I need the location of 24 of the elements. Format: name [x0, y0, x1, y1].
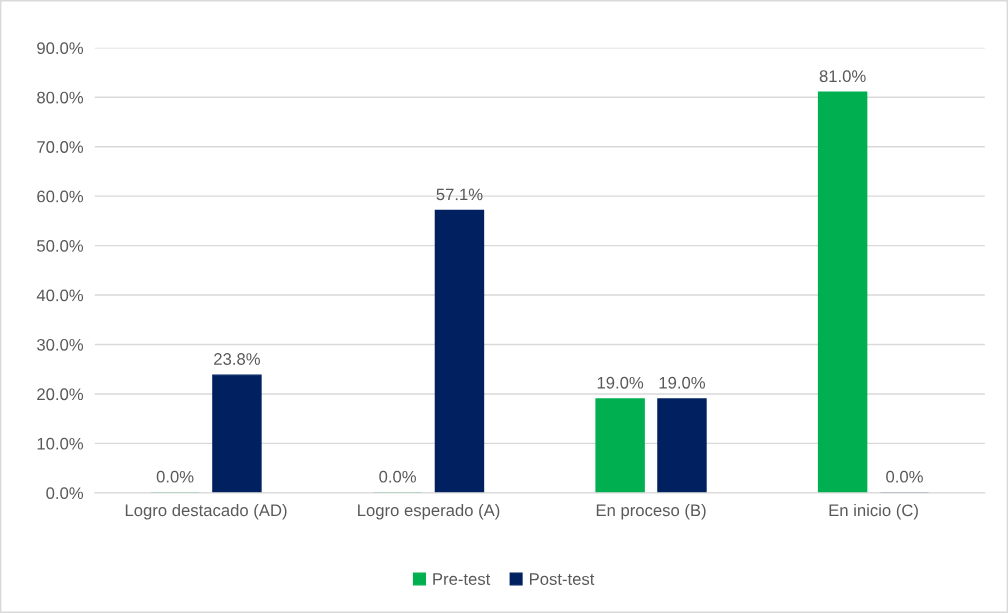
data-label: 0.0%: [886, 470, 923, 483]
legend-label: Post-test: [529, 573, 595, 585]
y-tick-label: 60.0%: [37, 190, 84, 203]
data-label: 57.1%: [436, 188, 483, 201]
y-tick-label: 10.0%: [37, 437, 84, 450]
legend-label: Pre-test: [433, 573, 491, 585]
y-tick-label: 80.0%: [37, 91, 84, 104]
y-tick-label: 50.0%: [37, 240, 84, 252]
data-label: 0.0%: [156, 470, 194, 483]
y-tick-label: 30.0%: [37, 338, 84, 351]
y-tick-label: 0.0%: [46, 487, 84, 500]
x-tick-label: Logro destacado (AD): [125, 503, 287, 520]
y-tick-label: 70.0%: [37, 141, 84, 153]
x-tick-label: En inicio (C): [829, 503, 918, 520]
y-tick-label: 20.0%: [37, 388, 84, 401]
data-label: 19.0%: [659, 376, 706, 389]
data-label: 23.8%: [214, 353, 260, 365]
y-tick-label: 90.0%: [37, 42, 84, 55]
x-tick-label: En proceso (B): [596, 503, 706, 520]
x-tick-label: Logro esperado (A): [358, 503, 500, 520]
data-label: 81.0%: [819, 70, 866, 83]
data-label: 19.0%: [597, 376, 644, 389]
y-tick-label: 40.0%: [36, 289, 84, 302]
data-label: 0.0%: [379, 470, 416, 483]
